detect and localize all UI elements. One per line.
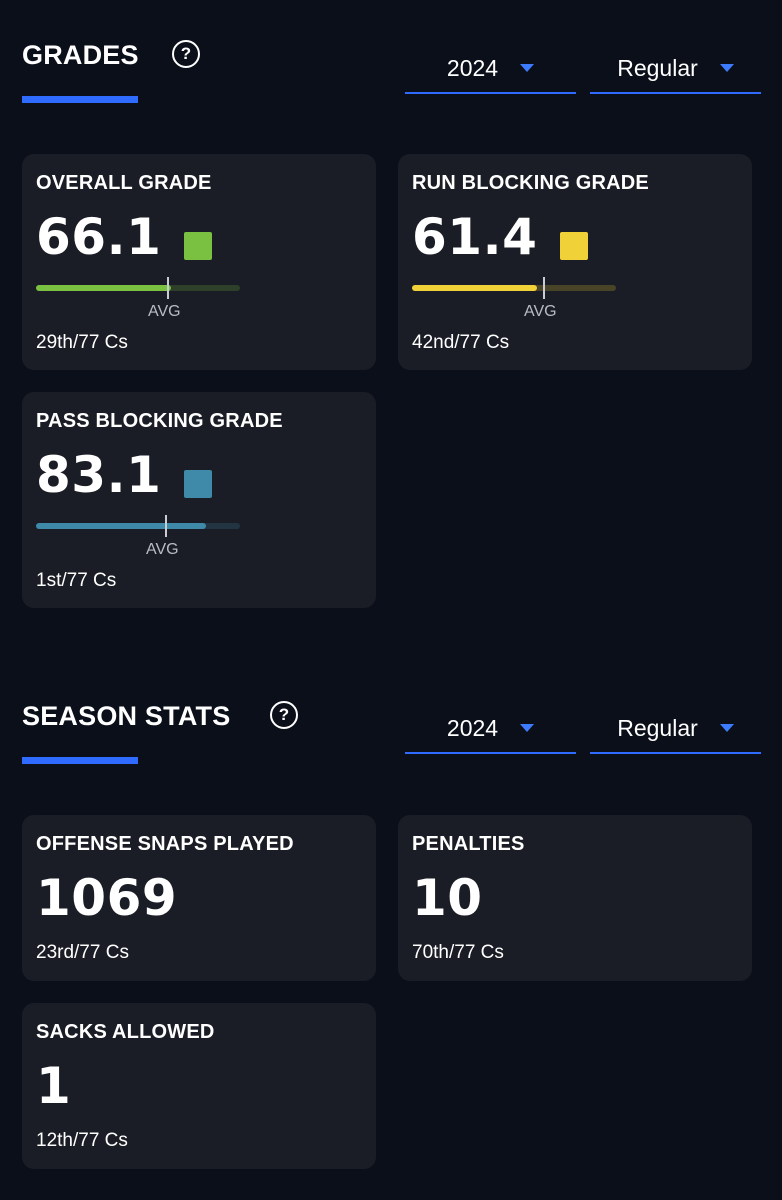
run-blocking-grade-card[interactable]: RUN BLOCKING GRADE 61.4 AVG 42nd/77 Cs — [398, 154, 752, 370]
grades-help-icon[interactable]: ? — [172, 40, 200, 68]
offense-snaps-card[interactable]: OFFENSE SNAPS PLAYED 1069 23rd/77 Cs — [22, 815, 376, 981]
stat-card-value: 1069 — [36, 869, 178, 927]
avg-label: AVG — [146, 541, 179, 558]
season-stats-section: SEASON STATS ? 2024 Regular OFFENSE SNAP… — [0, 660, 782, 1200]
grade-card-value: 83.1 — [36, 446, 162, 504]
chevron-down-icon — [520, 724, 535, 732]
penalties-card[interactable]: PENALTIES 10 70th/77 Cs — [398, 815, 752, 981]
stat-card-label: OFFENSE SNAPS PLAYED — [36, 833, 294, 855]
season-stats-title-underline — [22, 757, 138, 764]
grades-season-type-value: Regular — [617, 54, 698, 81]
grade-bar-track — [36, 523, 240, 529]
pass-blocking-grade-card[interactable]: PASS BLOCKING GRADE 83.1 AVG 1st/77 Cs — [22, 392, 376, 608]
grades-year-dropdown[interactable]: 2024 — [405, 44, 576, 94]
sacks-allowed-card[interactable]: SACKS ALLOWED 1 12th/77 Cs — [22, 1003, 376, 1169]
avg-marker — [165, 515, 167, 537]
stat-card-value: 10 — [412, 869, 483, 927]
grade-bar-fill — [36, 523, 206, 529]
overall-grade-card[interactable]: OVERALL GRADE 66.1 AVG 29th/77 Cs — [22, 154, 376, 370]
grade-card-rank: 42nd/77 Cs — [412, 332, 510, 353]
grade-card-label: RUN BLOCKING GRADE — [412, 172, 649, 194]
grade-card-value: 66.1 — [36, 208, 162, 266]
grade-bar-fill — [36, 285, 171, 291]
chevron-down-icon — [719, 64, 734, 72]
season-stats-title: SEASON STATS — [22, 701, 231, 731]
stat-card-rank: 23rd/77 Cs — [36, 942, 129, 963]
grade-color-square — [184, 232, 212, 260]
avg-label: AVG — [524, 303, 557, 320]
avg-marker — [167, 277, 169, 299]
grades-title-underline — [22, 96, 138, 103]
grade-bar-fill — [412, 285, 537, 291]
grades-title: GRADES — [22, 40, 139, 70]
stat-card-rank: 12th/77 Cs — [36, 1130, 128, 1151]
grade-card-rank: 29th/77 Cs — [36, 332, 128, 353]
stat-card-value: 1 — [36, 1057, 72, 1115]
avg-marker — [543, 277, 545, 299]
grade-color-square — [560, 232, 588, 260]
stat-card-label: PENALTIES — [412, 833, 525, 855]
avg-label: AVG — [148, 303, 181, 320]
grade-color-square — [184, 470, 212, 498]
grade-card-value: 61.4 — [412, 208, 538, 266]
grade-bar-track — [36, 285, 240, 291]
season-stats-help-icon[interactable]: ? — [270, 701, 298, 729]
season-stats-year-value: 2024 — [446, 714, 499, 741]
grade-card-rank: 1st/77 Cs — [36, 570, 117, 591]
stat-card-rank: 70th/77 Cs — [412, 942, 504, 963]
stat-card-label: SACKS ALLOWED — [36, 1021, 215, 1043]
grade-card-label: PASS BLOCKING GRADE — [36, 410, 283, 432]
grades-season-type-dropdown[interactable]: Regular — [590, 44, 761, 94]
chevron-down-icon — [719, 724, 734, 732]
season-stats-year-dropdown[interactable]: 2024 — [405, 704, 576, 754]
grade-bar-track — [412, 285, 616, 291]
season-stats-season-type-dropdown[interactable]: Regular — [590, 704, 761, 754]
grades-year-value: 2024 — [446, 54, 499, 81]
season-stats-season-type-value: Regular — [617, 714, 698, 741]
grade-card-label: OVERALL GRADE — [36, 172, 212, 194]
chevron-down-icon — [520, 64, 535, 72]
grades-section: GRADES ? 2024 Regular OVERALL GRADE 66.1… — [22, 40, 761, 608]
